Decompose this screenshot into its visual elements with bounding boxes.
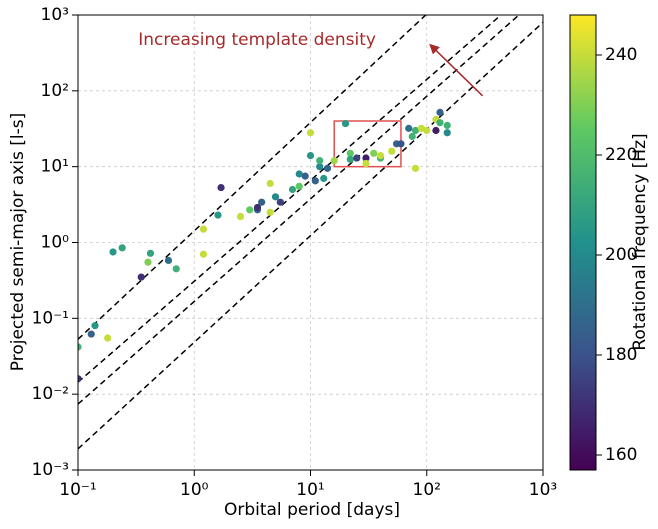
data-point [306, 151, 315, 160]
data-point [146, 249, 155, 257]
data-point [217, 183, 225, 192]
annotation-arrow [429, 43, 484, 97]
annotation-text: Increasing template density [138, 30, 376, 50]
colorbar-tick-label: 180 [605, 345, 637, 365]
data-point [266, 208, 274, 216]
data-point [199, 250, 208, 258]
data-point [311, 177, 319, 185]
data-point [78, 375, 82, 383]
data-point [91, 322, 99, 330]
colorbar-tick-label: 200 [605, 245, 637, 265]
data-point [411, 164, 420, 172]
data-point [397, 140, 405, 148]
plot-frame [77, 14, 544, 471]
y-tick-label: 10⁻¹ [32, 308, 69, 328]
data-point [87, 330, 95, 338]
data-point [436, 119, 444, 127]
data-point [370, 149, 378, 157]
data-point [432, 126, 440, 135]
data-point [295, 170, 303, 178]
y-tick-label: 10⁰ [41, 233, 70, 253]
data-point [246, 206, 254, 214]
plot-area [78, 15, 543, 450]
data-point [144, 258, 152, 266]
data-point [78, 343, 82, 351]
y-tick-label: 10⁻² [32, 384, 69, 404]
data-point [199, 225, 208, 233]
colorbar-tick-label: 240 [605, 45, 637, 65]
data-point [301, 172, 309, 180]
data-point [172, 265, 180, 273]
data-point [288, 185, 297, 194]
data-point [362, 154, 370, 162]
data-point [330, 157, 338, 165]
data-point [346, 149, 354, 157]
x-tick-label: 10² [413, 480, 441, 500]
data-point [276, 198, 284, 206]
data-point [405, 124, 413, 132]
data-point [137, 273, 145, 281]
y-tick-label: 10² [41, 81, 69, 101]
data-point [271, 193, 280, 201]
y-tick-label: 10⁻³ [32, 460, 69, 480]
colorbar-label: Rotational frequency [Hz] [630, 133, 650, 350]
reference-line [78, 15, 520, 405]
data-point [266, 179, 274, 188]
data-point [316, 157, 324, 165]
data-point [109, 248, 117, 256]
data-point [118, 244, 126, 252]
reference-line [78, 15, 502, 383]
data-point [423, 126, 431, 135]
data-point [346, 155, 354, 163]
data-point [258, 198, 266, 206]
colorbar [569, 14, 597, 471]
data-point [362, 159, 370, 168]
data-point [443, 121, 451, 130]
reference-line [78, 21, 543, 450]
data-point [104, 334, 112, 342]
data-point [323, 164, 332, 172]
data-point [376, 151, 385, 160]
y-tick-label: 10¹ [41, 157, 69, 177]
x-tick-label: 10⁻¹ [59, 480, 96, 500]
data-point [443, 129, 451, 137]
data-point [411, 126, 420, 135]
data-point [388, 147, 396, 155]
y-axis-label: Projected semi-major axis [l-s] [8, 113, 28, 372]
data-point [408, 132, 416, 141]
data-point [164, 256, 173, 265]
x-tick-label: 10⁰ [180, 480, 209, 500]
data-point [436, 108, 444, 116]
colorbar-tick-label: 220 [605, 145, 637, 165]
x-tick-label: 10³ [529, 480, 557, 500]
data-point [253, 203, 262, 212]
data-point [214, 211, 222, 219]
data-point [341, 119, 350, 128]
y-tick-label: 10³ [41, 5, 69, 25]
data-point [306, 129, 315, 137]
data-point [320, 174, 328, 183]
colorbar-tick-label: 160 [605, 445, 637, 465]
data-point [236, 212, 245, 221]
x-axis-label: Orbital period [days] [224, 500, 400, 520]
data-point [295, 182, 303, 190]
x-tick-label: 10¹ [296, 480, 324, 500]
data-point [353, 154, 361, 162]
data-point [316, 163, 324, 171]
